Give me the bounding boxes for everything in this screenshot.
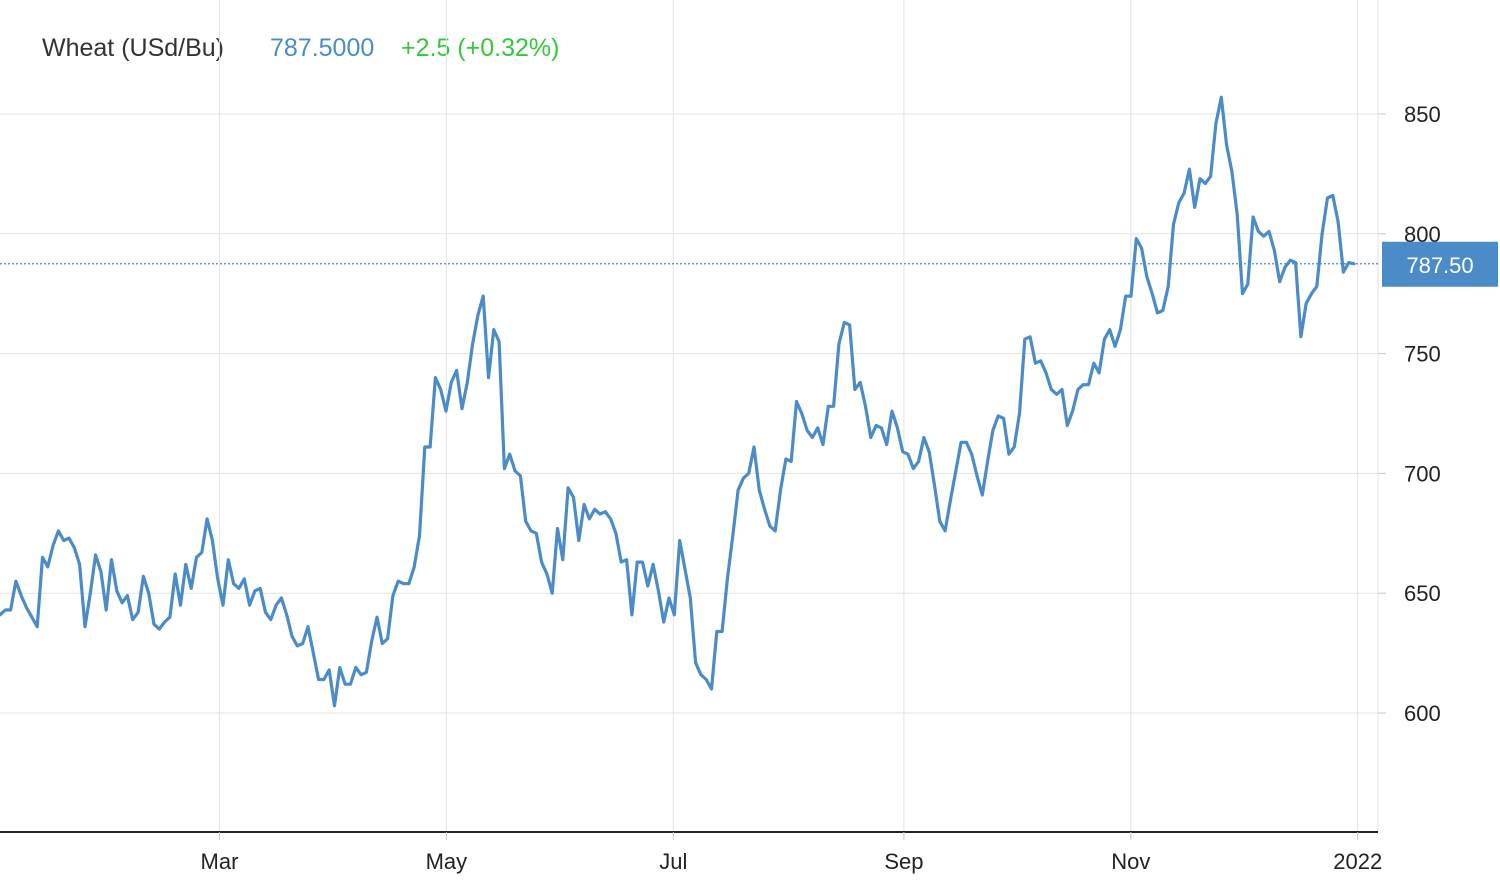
chart-title: Wheat (USd/Bu) — [42, 34, 225, 62]
x-tick-label: 2022 — [1333, 849, 1382, 874]
price-change: +2.5 (+0.32%) — [401, 34, 560, 62]
y-tick-label: 650 — [1404, 581, 1441, 606]
current-price: 787.5000 — [270, 34, 375, 62]
x-tick-label: Sep — [884, 849, 923, 874]
x-tick-label: Mar — [201, 849, 239, 874]
price-series — [0, 95, 1356, 708]
y-tick-label: 850 — [1404, 102, 1441, 127]
y-tick-label: 750 — [1404, 342, 1441, 367]
last-value-label-bg — [1382, 241, 1498, 287]
gridlines — [0, 0, 1379, 833]
y-tick-label: 600 — [1404, 701, 1441, 726]
last-value-label: 787.50 — [1406, 253, 1473, 278]
x-tick-label: Nov — [1111, 849, 1150, 874]
x-axis-ticks: Mar May Jul Sep Nov 2022 — [201, 832, 1382, 874]
x-tick-label: Jul — [659, 849, 687, 874]
price-line — [0, 95, 1356, 708]
last-value-marker: 787.50 — [0, 241, 1498, 287]
x-tick-label: May — [426, 849, 468, 874]
y-tick-label: 700 — [1404, 461, 1441, 486]
